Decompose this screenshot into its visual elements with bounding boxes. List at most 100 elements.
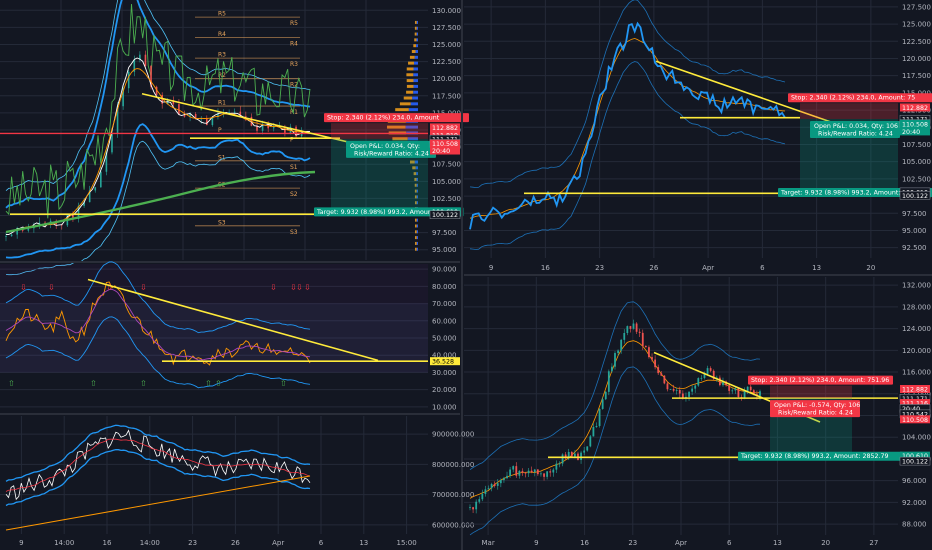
volume-profile-bar	[416, 32, 418, 36]
volume-profile-bar	[411, 50, 416, 53]
candle-body	[626, 326, 629, 333]
candle-body	[161, 94, 163, 104]
pivot-label: R5	[218, 11, 226, 18]
price-tag	[430, 146, 460, 155]
pnl-label: Open P&L: -0.574, Qty: 106	[774, 402, 860, 409]
candle-body	[570, 451, 573, 457]
price-tag-label: 100.610	[902, 453, 928, 460]
candle-body	[595, 425, 598, 428]
price-tag	[900, 384, 930, 393]
buy-arrow-icon: ⇧	[215, 379, 222, 388]
volume-profile-bar	[414, 55, 418, 59]
candle-body	[478, 499, 481, 502]
volume-profile-bar	[415, 166, 418, 170]
stop-zone[interactable]	[331, 123, 428, 139]
candle-body	[506, 475, 508, 479]
candle-body	[272, 127, 275, 129]
rr-label: Risk/Reward Ratio: 4.24	[354, 150, 429, 157]
pivot-label: S1	[218, 154, 226, 161]
volume-long-average	[5, 475, 311, 531]
candle-body	[638, 331, 641, 333]
volume-average	[5, 438, 311, 492]
trend-line[interactable]	[655, 60, 863, 134]
candle-body	[487, 488, 490, 490]
x-tick-label: 20	[866, 264, 875, 272]
candle-body	[105, 152, 108, 172]
candle-body	[580, 452, 582, 460]
y-tick-label: 70.000	[432, 300, 457, 308]
candle-body	[83, 202, 85, 206]
y-tick-label: 105.000	[432, 178, 461, 186]
candle-body	[189, 113, 191, 117]
candle-body	[709, 368, 712, 371]
y-tick-label: 132.000	[902, 282, 931, 290]
x-tick-label: 26	[649, 264, 658, 272]
volume-profile-bar	[414, 61, 418, 65]
volume-profile-bar	[416, 183, 418, 187]
candle-body	[592, 427, 595, 437]
y-tick-label: 10.000	[432, 403, 457, 411]
candle-body	[469, 507, 471, 509]
candle-body	[509, 469, 512, 476]
main-left-chart[interactable]: 130.000 127.500 125.000 122.500 120.000 117.5…	[0, 0, 469, 276]
x-tick-label: 6	[760, 264, 765, 272]
volume-profile-bar	[416, 26, 418, 30]
candle-body	[722, 381, 724, 386]
price-tag-label: 110.542	[902, 411, 928, 418]
x-tick-label: 16	[580, 539, 589, 547]
x-tick-label: 13	[359, 539, 368, 547]
trend-line[interactable]	[87, 278, 379, 362]
y-tick-label: 50.000	[432, 335, 457, 343]
volume-profile-bar	[414, 32, 417, 36]
candle-body	[88, 190, 91, 203]
top-right-chart[interactable]: 127.500125.000122.500120.000117.500115.0…	[464, 0, 932, 272]
volume-profile-bar	[414, 189, 417, 193]
candle-body	[256, 125, 258, 131]
sell-arrow-icon: ⇩	[270, 283, 277, 292]
volume-profile-bar	[406, 90, 414, 94]
volume-profile-bar	[412, 96, 418, 100]
volume-profile-bar	[413, 172, 417, 176]
volume-profile-bar	[413, 44, 417, 48]
price-tag-label: 111.116	[902, 401, 928, 408]
candle-body	[629, 326, 632, 329]
candle-body	[100, 171, 102, 188]
candle-body	[496, 483, 499, 486]
candle-body	[611, 366, 613, 372]
volume-profile-bar	[414, 218, 417, 222]
y-tick-label: 900000.000	[432, 431, 474, 439]
volume-profile-bar	[415, 247, 417, 251]
y-tick-label: 130.000	[432, 7, 461, 15]
target-label-box	[738, 451, 903, 461]
price-tag	[900, 119, 930, 128]
upper-band	[5, 0, 311, 209]
pivot-label: P	[290, 136, 294, 143]
volume-left-chart[interactable]: 900000.000 800000.000 700000.000 600000.000…	[0, 416, 474, 547]
candle-body	[697, 378, 700, 386]
volume-profile-bar	[416, 172, 418, 176]
candle-body	[533, 469, 536, 473]
x-tick-label: 23	[595, 264, 604, 272]
price-tag-label: 20:40	[902, 129, 920, 136]
volume-profile-bar	[415, 50, 418, 53]
sell-arrow-icon: ⇩	[296, 283, 303, 292]
volume-profile-bar	[414, 26, 417, 30]
stop-zone[interactable]	[770, 385, 852, 399]
candle-body	[644, 345, 647, 348]
stop-zone[interactable]	[800, 103, 898, 120]
volume-lower-band	[5, 448, 311, 507]
candle-body	[217, 113, 219, 117]
rsi-left-chart[interactable]: 90.000 80.000 70.000 60.000 50.000 40.000 30.0…	[0, 261, 460, 412]
candle-body	[178, 104, 180, 115]
target-label-box	[778, 187, 932, 197]
bottom-right-chart[interactable]: 132.000128.000124.000120.000116.000112.0…	[464, 277, 931, 547]
candle-body	[194, 113, 197, 120]
pivot-label: R3	[290, 61, 298, 68]
price-tag-label: 112.882	[432, 125, 458, 132]
y-tick-label: 107.500	[432, 161, 461, 169]
candle-body	[72, 213, 74, 219]
sell-arrow-icon: ⇩	[140, 283, 147, 292]
volume-profile-bar	[413, 79, 418, 83]
candle-body	[527, 470, 530, 474]
